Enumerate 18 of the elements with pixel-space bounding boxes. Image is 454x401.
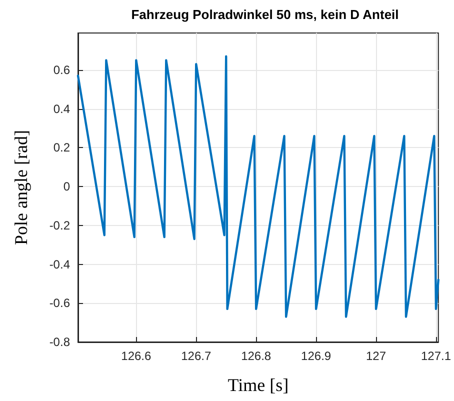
y-tick-label: 0.6 — [53, 62, 70, 77]
x-tick-label: 126.6 — [121, 349, 152, 363]
x-axis-title: Time [s] — [228, 375, 289, 395]
y-tick-label: -0.8 — [49, 335, 70, 349]
x-tick-label: 126.7 — [181, 349, 212, 363]
y-tick-label: 0.2 — [53, 140, 70, 155]
x-tick-label: 126.9 — [301, 349, 332, 363]
y-axis-title: Pole angle [rad] — [11, 130, 31, 245]
line-series — [76, 55, 440, 318]
y-tick-label: -0.2 — [49, 218, 70, 232]
y-tick-label: 0.4 — [53, 102, 70, 116]
y-tick-label: -0.6 — [49, 296, 70, 310]
y-tick-label: -0.4 — [49, 257, 70, 272]
x-tick-label: 127 — [366, 349, 386, 363]
x-tick-label: 127.1 — [420, 349, 452, 363]
chart-title: Fahrzeug Polradwinkel 50 ms, kein D Anteil — [131, 7, 399, 22]
x-tick-label: 126.8 — [241, 349, 272, 363]
y-tick-label: 0 — [63, 180, 70, 194]
